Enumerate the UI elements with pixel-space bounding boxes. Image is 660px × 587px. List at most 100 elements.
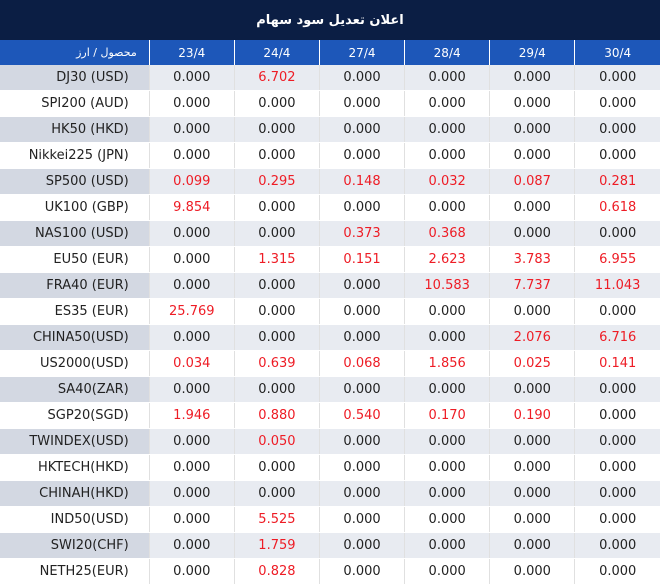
value-cell: 0.000	[574, 506, 660, 533]
value-cell: 0.000	[234, 298, 320, 325]
value-cell: 0.000	[404, 142, 491, 169]
value-cell: 0.000	[319, 142, 406, 169]
value-cell: 0.000	[149, 428, 235, 455]
value-cell: 0.000	[149, 142, 235, 169]
column-header-date: 23/4	[149, 40, 235, 65]
value-cell: 0.000	[234, 90, 320, 117]
product-cell: CHINAH(HKD)	[0, 480, 150, 507]
value-cell: 0.000	[319, 428, 406, 455]
value-cell: 0.000	[319, 558, 406, 585]
product-cell: HKTECH(HKD)	[0, 454, 150, 481]
table-row: SA40(ZAR) 0.000 0.000 0.000 0.000 0.000 0.000	[0, 376, 660, 403]
table-row: HKTECH(HKD) 0.000 0.000 0.000 0.000 0.000 0.00…	[0, 454, 660, 481]
value-cell: 0.000	[149, 246, 235, 273]
column-header-date: 24/4	[234, 40, 320, 65]
column-header-date: 30/4	[574, 40, 660, 65]
column-header-date: 29/4	[489, 40, 576, 65]
value-cell: 0.000	[319, 272, 406, 299]
value-cell: 0.540	[319, 402, 406, 429]
table-row: IND50(USD) 0.000 5.525 0.000 0.000 0.000 0.000	[0, 506, 660, 533]
value-cell: 10.583	[404, 272, 491, 299]
value-cell: 0.050	[234, 428, 320, 455]
value-cell: 0.000	[404, 298, 491, 325]
value-cell: 0.000	[234, 480, 320, 507]
value-cell: 0.618	[574, 194, 660, 221]
table-header-row: محصول / ارز 23/4 24/4 27/4 28/4 29/4 30/…	[0, 40, 660, 65]
value-cell: 0.000	[234, 116, 320, 143]
product-cell: SPI200 (AUD)	[0, 90, 150, 117]
value-cell: 2.076	[489, 324, 576, 351]
value-cell: 0.000	[489, 194, 576, 221]
table-body: DJ30 (USD) 0.000 6.702 0.000 0.000 0.000 0.000…	[0, 65, 660, 585]
product-cell: IND50(USD)	[0, 506, 150, 533]
value-cell: 0.000	[149, 480, 235, 507]
table-row: EU50 (EUR) 0.000 1.315 0.151 2.623 3.783 6.955	[0, 246, 660, 273]
value-cell: 0.099	[149, 168, 235, 195]
column-header-date: 28/4	[404, 40, 491, 65]
product-cell: ES35 (EUR)	[0, 298, 150, 325]
product-cell: SGP20(SGD)	[0, 402, 150, 429]
value-cell: 0.000	[149, 454, 235, 481]
value-cell: 1.856	[404, 350, 491, 377]
value-cell: 0.000	[489, 116, 576, 143]
column-header-product: محصول / ارز	[0, 40, 150, 65]
value-cell: 0.000	[404, 116, 491, 143]
table-row: NETH25(EUR) 0.000 0.828 0.000 0.000 0.000 0.00…	[0, 558, 660, 585]
value-cell: 0.000	[404, 532, 491, 559]
value-cell: 2.623	[404, 246, 491, 273]
value-cell: 25.769	[149, 298, 235, 325]
value-cell: 0.000	[574, 65, 660, 91]
value-cell: 0.000	[319, 506, 406, 533]
value-cell: 0.000	[319, 90, 406, 117]
table-row: Nikkei225 (JPN) 0.000 0.000 0.000 0.000 0.000…	[0, 142, 660, 169]
value-cell: 0.000	[574, 376, 660, 403]
product-cell: FRA40 (EUR)	[0, 272, 150, 299]
value-cell: 0.000	[149, 220, 235, 247]
value-cell: 0.148	[319, 168, 406, 195]
value-cell: 0.000	[234, 324, 320, 351]
product-cell: SWI20(CHF)	[0, 532, 150, 559]
column-header-date: 27/4	[319, 40, 406, 65]
table-row: FRA40 (EUR) 0.000 0.000 0.000 10.583 7.737 11.…	[0, 272, 660, 299]
value-cell: 0.000	[149, 558, 235, 585]
value-cell: 0.000	[404, 454, 491, 481]
product-cell: NETH25(EUR)	[0, 558, 150, 585]
value-cell: 0.000	[319, 116, 406, 143]
value-cell: 0.000	[234, 272, 320, 299]
table-row: HK50 (HKD) 0.000 0.000 0.000 0.000 0.000 0.000	[0, 116, 660, 143]
value-cell: 0.000	[319, 324, 406, 351]
value-cell: 0.000	[404, 506, 491, 533]
value-cell: 0.151	[319, 246, 406, 273]
product-cell: US2000(USD)	[0, 350, 150, 377]
value-cell: 0.000	[574, 116, 660, 143]
page-title: اعلان تعديل سود سهام	[0, 0, 660, 40]
value-cell: 0.000	[234, 220, 320, 247]
value-cell: 5.525	[234, 506, 320, 533]
value-cell: 0.000	[489, 506, 576, 533]
value-cell: 0.281	[574, 168, 660, 195]
value-cell: 0.000	[149, 324, 235, 351]
value-cell: 0.639	[234, 350, 320, 377]
value-cell: 0.000	[489, 142, 576, 169]
value-cell: 0.000	[319, 65, 406, 91]
table-row: CHINA50(USD) 0.000 0.000 0.000 0.000 2.076 6.7…	[0, 324, 660, 351]
table-row: NAS100 (USD) 0.000 0.000 0.373 0.368 0.000 0.0…	[0, 220, 660, 247]
value-cell: 0.000	[574, 532, 660, 559]
value-cell: 0.880	[234, 402, 320, 429]
value-cell: 0.000	[319, 194, 406, 221]
value-cell: 0.368	[404, 220, 491, 247]
value-cell: 0.000	[404, 558, 491, 585]
value-cell: 0.000	[404, 324, 491, 351]
value-cell: 0.000	[404, 90, 491, 117]
value-cell: 3.783	[489, 246, 576, 273]
value-cell: 0.000	[489, 220, 576, 247]
value-cell: 0.000	[149, 532, 235, 559]
value-cell: 0.190	[489, 402, 576, 429]
product-cell: DJ30 (USD)	[0, 65, 150, 91]
table-row: ES35 (EUR) 25.769 0.000 0.000 0.000 0.000 0.00…	[0, 298, 660, 325]
value-cell: 6.702	[234, 65, 320, 91]
table-row: SP500 (USD) 0.099 0.295 0.148 0.032 0.087 0.28…	[0, 168, 660, 195]
value-cell: 0.000	[574, 402, 660, 429]
table-row: SGP20(SGD) 1.946 0.880 0.540 0.170 0.190 0.000	[0, 402, 660, 429]
value-cell: 0.000	[574, 298, 660, 325]
